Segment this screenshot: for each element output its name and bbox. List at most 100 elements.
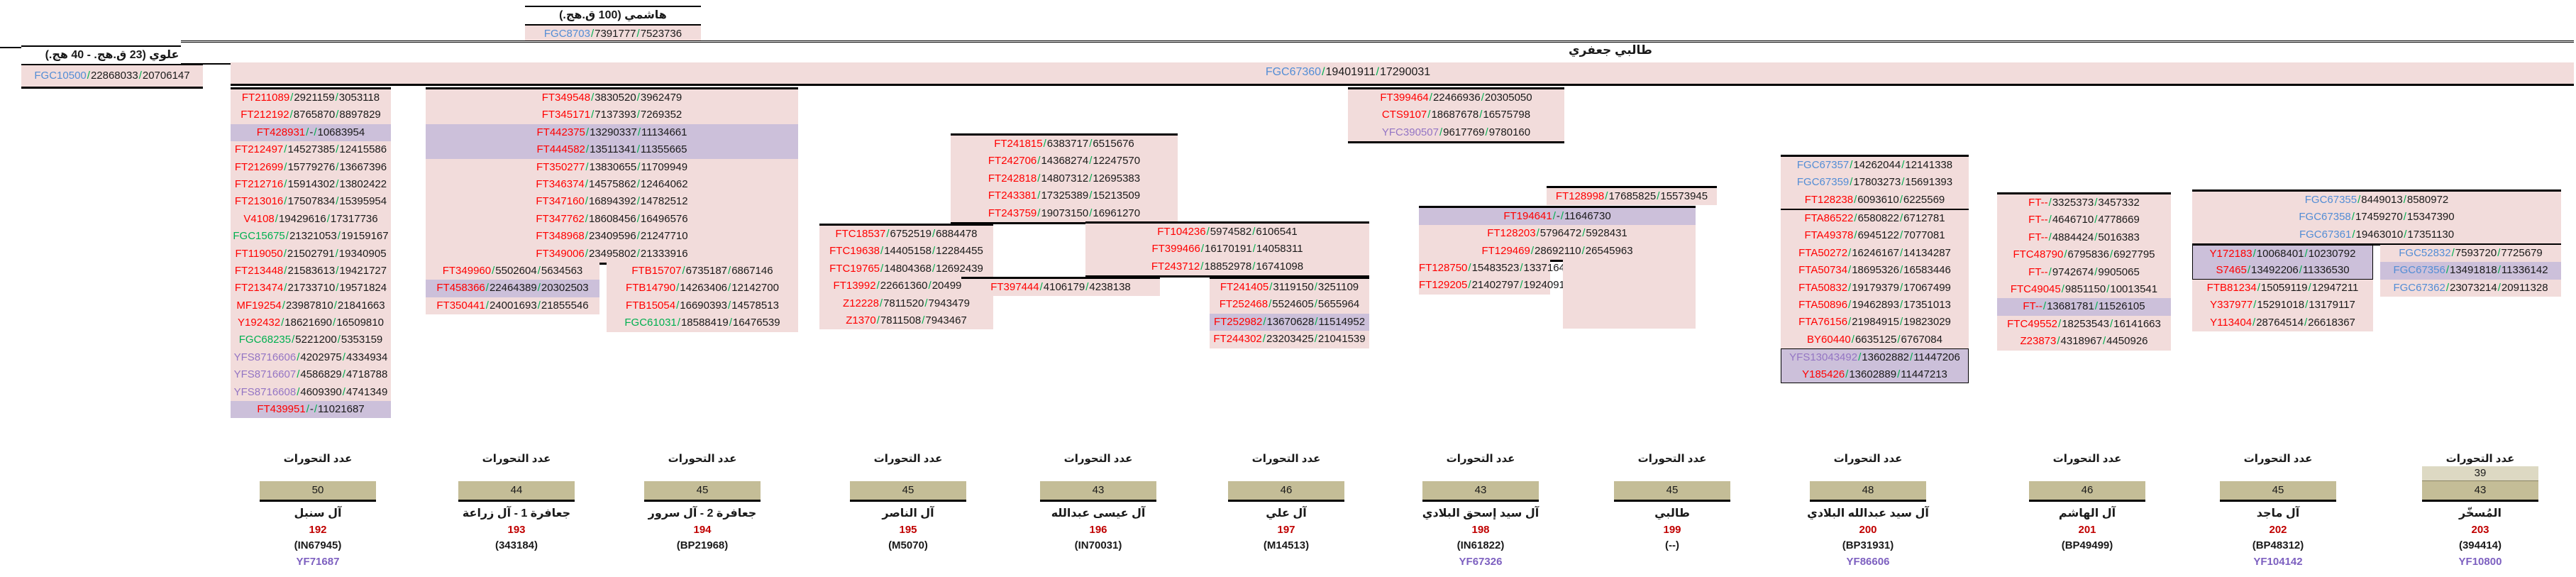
clan-group-5: عدد التحورات 43 آل عيسى عبدالله 196 (IN70031… xyxy=(1020,452,1176,552)
snp-name: FTC49045 xyxy=(2010,282,2061,295)
clan-group-12: عدد التحورات 39 43 المُسخّر 203 (394414) YF108… xyxy=(2402,452,2558,568)
snp-row: FGC67355/8449013/8580972 xyxy=(2192,192,2561,209)
kit-id: (343184) xyxy=(494,539,538,551)
slash: / xyxy=(336,177,339,190)
snp-pos: 22868033 xyxy=(90,70,138,82)
snp-name: S7465 xyxy=(2216,264,2247,277)
snp-pos: 15395954 xyxy=(339,195,387,208)
snp-block-talibi-mid: FT194641/-/11646730 FT128203/5796472/5928… xyxy=(1419,206,1696,263)
snp-row: FGC67358/17459270/15347390 xyxy=(2192,209,2561,226)
slash: / xyxy=(297,385,300,398)
clan-name: آل علي xyxy=(1266,507,1307,520)
snp-row: FTA50272/16246167/14134287 xyxy=(1781,245,1969,262)
slash: / xyxy=(1314,281,1317,293)
snp-pos: 6225569 xyxy=(1903,193,1945,206)
snp-pos: 17351013 xyxy=(1903,298,1951,311)
clan-group-7: عدد التحورات 43 آل سيد إسحق البلادي 198 (IN6… xyxy=(1403,452,1559,568)
snp-pos: 21321053 xyxy=(289,230,337,243)
snp-row: FT128203/5796472/5928431 xyxy=(1419,225,1696,242)
snp-row: FT241405/3119150/3251109 xyxy=(1210,279,1369,296)
snp-name: FT442375 xyxy=(536,126,585,138)
snp-row: FGC67359/17803273/15691393 xyxy=(1781,174,1969,191)
snp-pos: 16170191 xyxy=(1205,243,1252,255)
snp-pos: 23409596 xyxy=(588,230,636,243)
snp-pos: 8897829 xyxy=(339,109,381,121)
slash: / xyxy=(1582,227,1586,240)
snp-pos: 15483523 xyxy=(1471,262,1520,274)
mutation-count-label: عدد التحورات xyxy=(1446,453,1515,465)
snp-name: FT347160 xyxy=(536,195,585,208)
snp-pos: 17459270 xyxy=(2355,211,2403,224)
snp-row: FT129469/28692110/26545963 xyxy=(1419,243,1696,260)
mutation-count-label: عدد التحورات xyxy=(283,453,353,465)
snp-pos: 11447213 xyxy=(1901,368,1947,380)
snp-name: YFS8716608 xyxy=(233,385,297,398)
snp-name: FT212497 xyxy=(234,143,284,156)
slash: / xyxy=(292,334,295,346)
snp-pos: 24001693 xyxy=(489,299,537,312)
snp-name: FT211089 xyxy=(241,92,290,104)
snp-row: FTC49045/9851150/10013541 xyxy=(1997,281,2171,298)
hashimi-node: هاشمي (100 ق.هج.) FGC8703/7391777/752373… xyxy=(525,6,701,44)
spacer xyxy=(2200,466,2356,481)
snp-pos: 14262044 xyxy=(1853,159,1901,171)
snp-row: YFS8716607/4586829/4718788 xyxy=(231,366,391,383)
spacer xyxy=(1790,466,1946,481)
snp-row: FTB15707/6735187/6867146 xyxy=(607,263,798,280)
snp-name: FTA86522 xyxy=(1804,212,1854,224)
snp-row: FT444582/13511341/11355665 xyxy=(426,141,798,159)
slash: / xyxy=(636,28,640,40)
snp-name: FTA50734 xyxy=(1798,264,1848,277)
slash: / xyxy=(636,195,640,208)
alawi-title: علوي (23 ق.هج. - 40 هج.) xyxy=(21,47,203,65)
snp-name: FGC67361 xyxy=(2299,228,2352,241)
snp-pos: 19159167 xyxy=(341,230,389,243)
snp-name: YFS8716607 xyxy=(233,368,297,381)
snp-pos: 13667396 xyxy=(339,160,387,173)
snp-name: FT458366 xyxy=(436,282,485,295)
snp-pos: 21041539 xyxy=(1317,333,1366,346)
slash: / xyxy=(337,334,341,346)
slash: / xyxy=(2247,264,2250,277)
snp-pos: 11646730 xyxy=(1564,210,1611,222)
snp-name: V4108 xyxy=(243,212,275,225)
slash: / xyxy=(932,262,936,275)
snp-pos: 16575798 xyxy=(1483,109,1531,121)
snp-name: FT128998 xyxy=(1555,190,1605,202)
slash: / xyxy=(1468,279,1471,292)
snp-name: FT241405 xyxy=(1220,281,1269,293)
clan-group-1: عدد التحورات 50 آل سنبل 192 (IN67945) YF71687 xyxy=(240,452,396,568)
slash: / xyxy=(1439,126,1443,138)
slash: / xyxy=(677,317,680,329)
snp-pos: 10683954 xyxy=(317,126,365,138)
snp-pos: 8449013 xyxy=(2361,194,2403,206)
slash: / xyxy=(591,92,595,104)
slash: / xyxy=(284,282,287,295)
slash: / xyxy=(1848,264,1852,277)
snp-pos: 13681781 xyxy=(2047,300,2094,313)
slash: / xyxy=(1899,193,1903,206)
snp-row: FT243759/19073150/16961270 xyxy=(951,205,1178,222)
hashimi-title: هاشمي (100 ق.هج.) xyxy=(525,7,701,26)
mutation-count-label: عدد التحورات xyxy=(2243,453,2313,465)
slash: / xyxy=(1910,351,1913,364)
slash: / xyxy=(1854,212,1857,224)
spacer xyxy=(1594,466,1750,481)
snp-pos: 11134661 xyxy=(641,126,687,138)
snp-pos: 14804368 xyxy=(884,262,932,275)
snp-pos: 26545963 xyxy=(1585,244,1633,257)
snp-block-isa-leaf: FT397444/4106179/4238138 xyxy=(961,277,1160,297)
mutation-count-label: عدد التحورات xyxy=(482,453,551,465)
snp-row: FT119050/21502791/19340905 xyxy=(231,246,391,263)
clan-group-3: عدد التحورات 45 جعافرة 2 - آل سرور 194 (BP21… xyxy=(624,452,780,552)
slash: / xyxy=(1560,210,1564,222)
snp-row: FT349548/3830520/3962479 xyxy=(426,89,798,106)
snp-pos: 9851150 xyxy=(2064,282,2106,295)
snp-pos: 4238138 xyxy=(1089,281,1131,293)
snp-name: FGC67356 xyxy=(2393,264,2445,277)
slash: / xyxy=(1089,138,1093,150)
snp-name: FTC49552 xyxy=(2007,317,2058,330)
slash: / xyxy=(729,317,732,329)
mutation-count-label: عدد التحورات xyxy=(873,453,943,465)
snp-block-muskhar-leaf: FGC52832/7593720/7725679 FGC67356/1349181… xyxy=(2380,245,2561,297)
